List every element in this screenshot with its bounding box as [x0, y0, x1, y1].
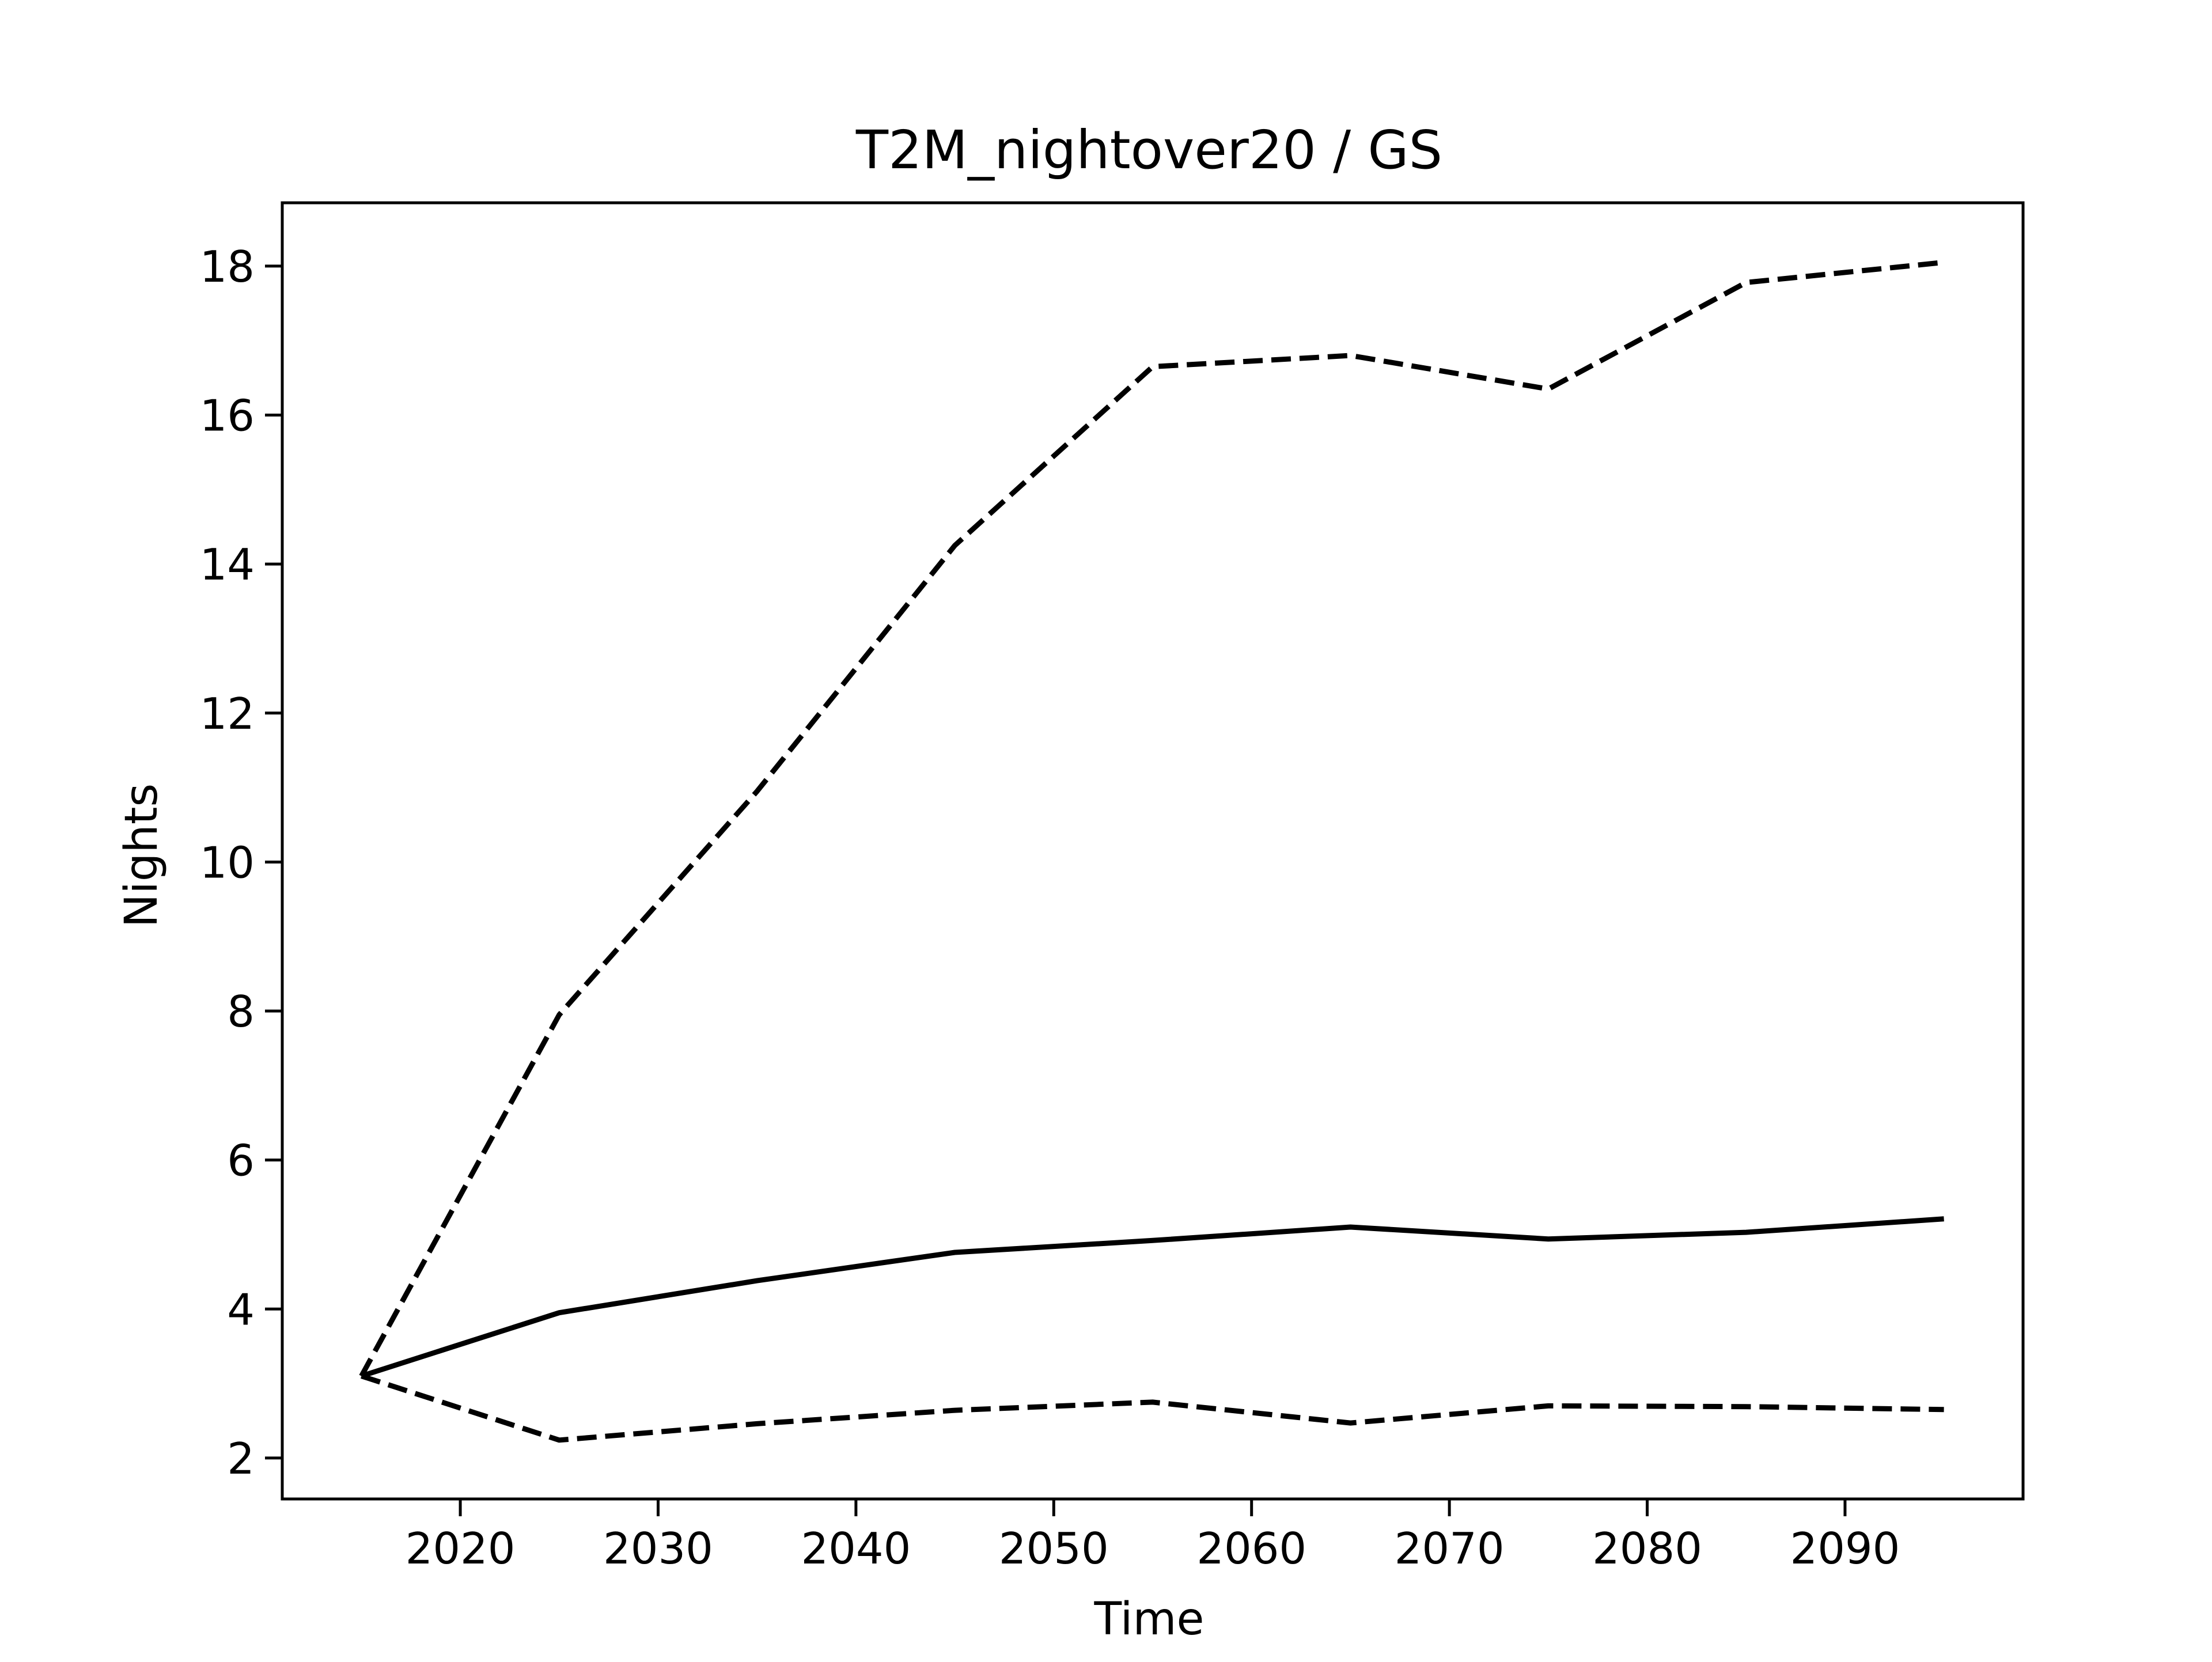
upper-bound-dashed-line	[359, 259, 1945, 1377]
y-tick-label: 16	[200, 391, 255, 441]
median-solid-line	[361, 1216, 1944, 1379]
x-tick-label: 2020	[406, 1523, 516, 1574]
x-tick-label: 2050	[999, 1523, 1109, 1574]
x-tick-label: 2080	[1592, 1523, 1702, 1574]
y-tick-label: 10	[200, 837, 255, 888]
chart-title: T2M_nightover20 / GS	[855, 119, 1442, 181]
plot-frame	[281, 201, 2025, 1501]
y-axis-label: Nights	[116, 783, 168, 927]
y-tick-label: 6	[227, 1135, 255, 1186]
y-axis: 2 4 6 8 10 12 14 16 18	[200, 241, 282, 1484]
lower-bound-dashed-line	[361, 1373, 1944, 1443]
x-tick-label: 2040	[801, 1523, 911, 1574]
y-tick-label: 8	[227, 986, 255, 1037]
y-tick-label: 14	[200, 539, 255, 590]
y-tick-label: 2	[227, 1433, 255, 1484]
x-axis-label: Time	[1094, 1593, 1205, 1645]
x-tick-label: 2060	[1196, 1523, 1306, 1574]
x-tick-label: 2090	[1790, 1523, 1900, 1574]
y-tick-label: 12	[200, 688, 255, 739]
y-tick-label: 4	[227, 1284, 255, 1335]
x-axis: 2020 2030 2040 2050 2060 2070 2080 2090	[406, 1499, 1900, 1574]
series-layer	[359, 259, 1945, 1443]
y-tick-label: 18	[200, 241, 255, 292]
x-tick-label: 2030	[603, 1523, 713, 1574]
x-tick-label: 2070	[1395, 1523, 1505, 1574]
